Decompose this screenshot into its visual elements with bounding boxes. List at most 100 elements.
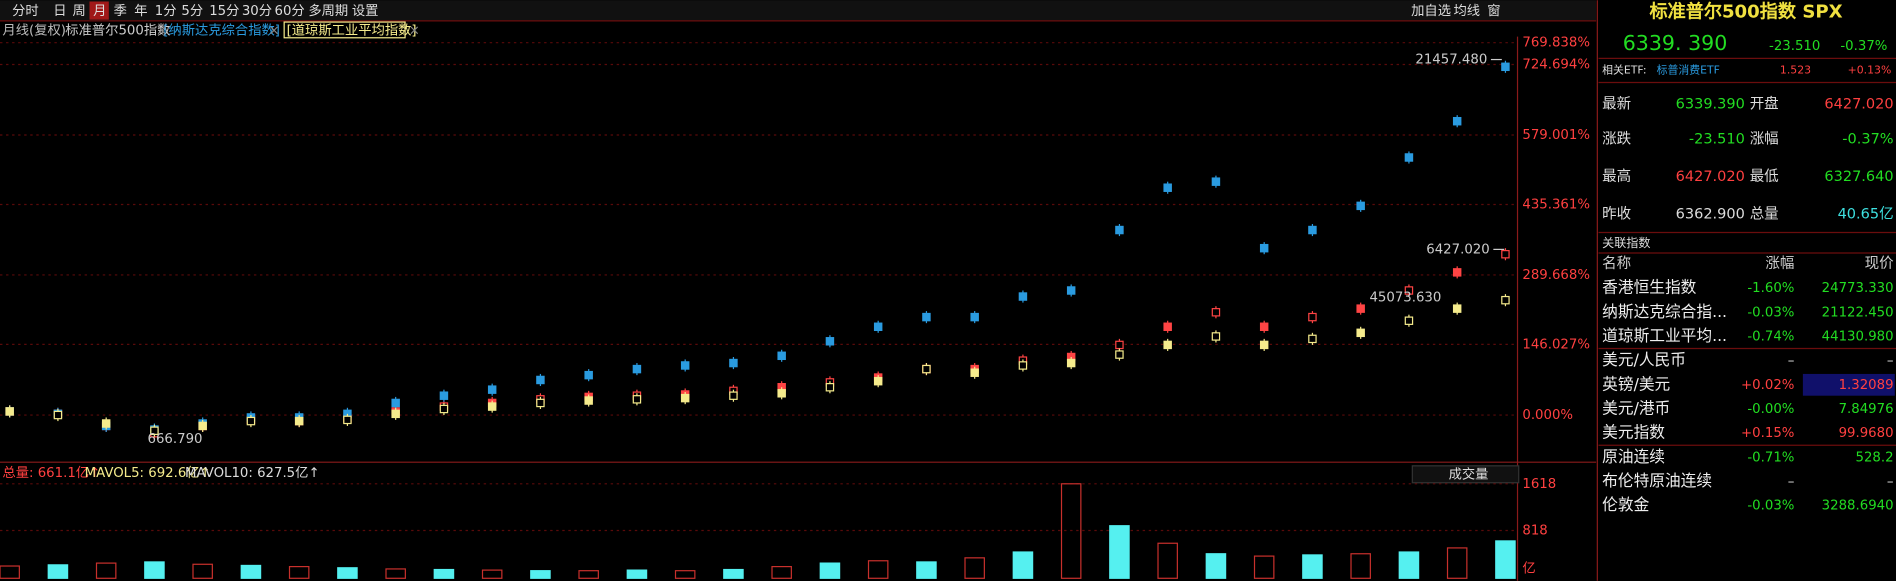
table-cell: +0.15%	[1741, 426, 1794, 441]
close-mark[interactable]: ×	[409, 24, 420, 39]
toolbar-item[interactable]: 15分	[209, 3, 239, 19]
selector-box[interactable]	[1411, 465, 1520, 484]
candle	[1452, 304, 1462, 313]
candle	[1163, 322, 1172, 332]
candle	[391, 409, 400, 419]
etf-item[interactable]: 标普消费ETF	[1657, 62, 1720, 76]
volume-bar	[1109, 525, 1130, 579]
candle	[1066, 358, 1076, 368]
toolbar-item[interactable]: 年	[134, 3, 147, 19]
quote-label: 最高	[1602, 168, 1631, 185]
candle	[632, 395, 642, 404]
table-cell: -0.74%	[1747, 329, 1794, 344]
candle	[294, 416, 304, 426]
quote-label: 最低	[1750, 168, 1779, 185]
candle	[1115, 350, 1124, 359]
candle	[1211, 177, 1221, 186]
close-mark[interactable]: ×	[156, 24, 167, 39]
volume-bar	[47, 564, 69, 579]
table-cell: 7.84976	[1839, 402, 1894, 417]
y-unit: 亿	[1522, 561, 1535, 577]
candle	[825, 383, 835, 392]
active-tab	[89, 1, 109, 20]
table-header: 名称	[1602, 255, 1631, 272]
legend-entry[interactable]: [纳斯达克综合指数]	[163, 23, 280, 39]
toolbar-item[interactable]: 均线	[1453, 3, 1480, 19]
toolbar-item[interactable]: 加自选	[1411, 3, 1451, 19]
toolbar-item[interactable]: 设置	[352, 3, 379, 19]
candle	[1356, 328, 1365, 338]
volume-selector[interactable]: 成交量	[1449, 465, 1489, 482]
candle	[198, 421, 207, 431]
candle	[1404, 153, 1414, 162]
table-cell[interactable]: 英镑/美元	[1602, 374, 1670, 393]
candle	[729, 391, 738, 400]
price-annotation: 45073.630	[1369, 291, 1441, 306]
candle	[439, 404, 449, 414]
table-cell: –	[1887, 475, 1894, 490]
y-tick-label: 724.694%	[1522, 58, 1590, 73]
volume-bar	[916, 561, 937, 579]
candle	[536, 398, 545, 408]
quote-label: 昨收	[1602, 205, 1631, 222]
candle	[873, 322, 883, 332]
table-cell[interactable]: 原油连续	[1602, 447, 1665, 466]
candle	[1356, 201, 1365, 211]
volume-bar	[95, 562, 117, 579]
change: -23.510	[1769, 39, 1820, 54]
candle	[584, 370, 593, 380]
candle	[536, 375, 545, 385]
legend-entry[interactable]: [道琼斯工业平均指数]	[287, 23, 417, 39]
y-tick-label: 579.001%	[1522, 128, 1590, 143]
last-price: 6339. 390	[1623, 31, 1728, 55]
table-cell: 21122.450	[1822, 305, 1894, 320]
volume-bar	[964, 557, 985, 579]
legend-entry[interactable]: 标准普尔500指数	[65, 23, 170, 39]
close-mark[interactable]: ×	[268, 24, 279, 39]
table-cell[interactable]: 美元/港币	[1602, 399, 1670, 418]
volume-bar	[771, 566, 792, 579]
table-cell: 24773.330	[1822, 281, 1894, 296]
volume-bar	[1012, 551, 1034, 579]
toolbar-item[interactable]: 周	[73, 4, 86, 19]
toolbar-item[interactable]: 30分	[242, 3, 272, 19]
volume-bar	[1302, 554, 1323, 579]
volume-bar	[240, 564, 262, 579]
volume-bar	[481, 569, 503, 579]
table-cell[interactable]: 香港恒生指数	[1602, 278, 1697, 297]
table-cell[interactable]: 道琼斯工业平均...	[1602, 326, 1727, 345]
candle	[1018, 292, 1028, 301]
candle	[584, 396, 593, 405]
volume-header: MAVOL5: 692.6亿↑	[85, 465, 211, 481]
toolbar-item[interactable]: 1分	[155, 3, 177, 19]
volume-bar	[530, 570, 551, 579]
candle	[1163, 340, 1172, 350]
toolbar-item[interactable]: 5分	[181, 3, 203, 19]
volume-bar	[626, 569, 648, 579]
table-cell[interactable]: 美元指数	[1602, 423, 1665, 442]
table-cell[interactable]: 布伦特原油连续	[1602, 471, 1712, 490]
price-annotation: 666.790	[148, 432, 203, 447]
table-cell: 44130.980	[1822, 329, 1894, 344]
toolbar-item[interactable]: 日	[53, 4, 66, 19]
table-cell[interactable]: 伦敦金	[1602, 495, 1649, 514]
candle	[825, 337, 835, 346]
candle	[1211, 332, 1221, 341]
table-cell[interactable]: 美元/人民币	[1602, 350, 1686, 369]
toolbar-item[interactable]: 60分	[274, 3, 304, 19]
toolbar-item[interactable]: 月	[93, 4, 106, 19]
candle	[777, 389, 786, 398]
candle	[873, 376, 883, 386]
change-pct: -0.37%	[1840, 39, 1887, 54]
toolbar-item[interactable]: 分时	[12, 3, 39, 19]
candle	[922, 364, 931, 374]
toolbar-item[interactable]: 季	[114, 3, 127, 19]
legend-box	[283, 21, 406, 39]
table-cell[interactable]: 纳斯达克综合指...	[1602, 302, 1727, 321]
table-cell: 528.2	[1856, 450, 1894, 465]
related-title: 关联指数	[1602, 235, 1650, 250]
quote-label: 最新	[1602, 95, 1631, 112]
toolbar-item[interactable]: 多周期	[308, 2, 348, 19]
volume-bar	[819, 562, 841, 579]
toolbar-item[interactable]: 窗	[1487, 2, 1500, 19]
